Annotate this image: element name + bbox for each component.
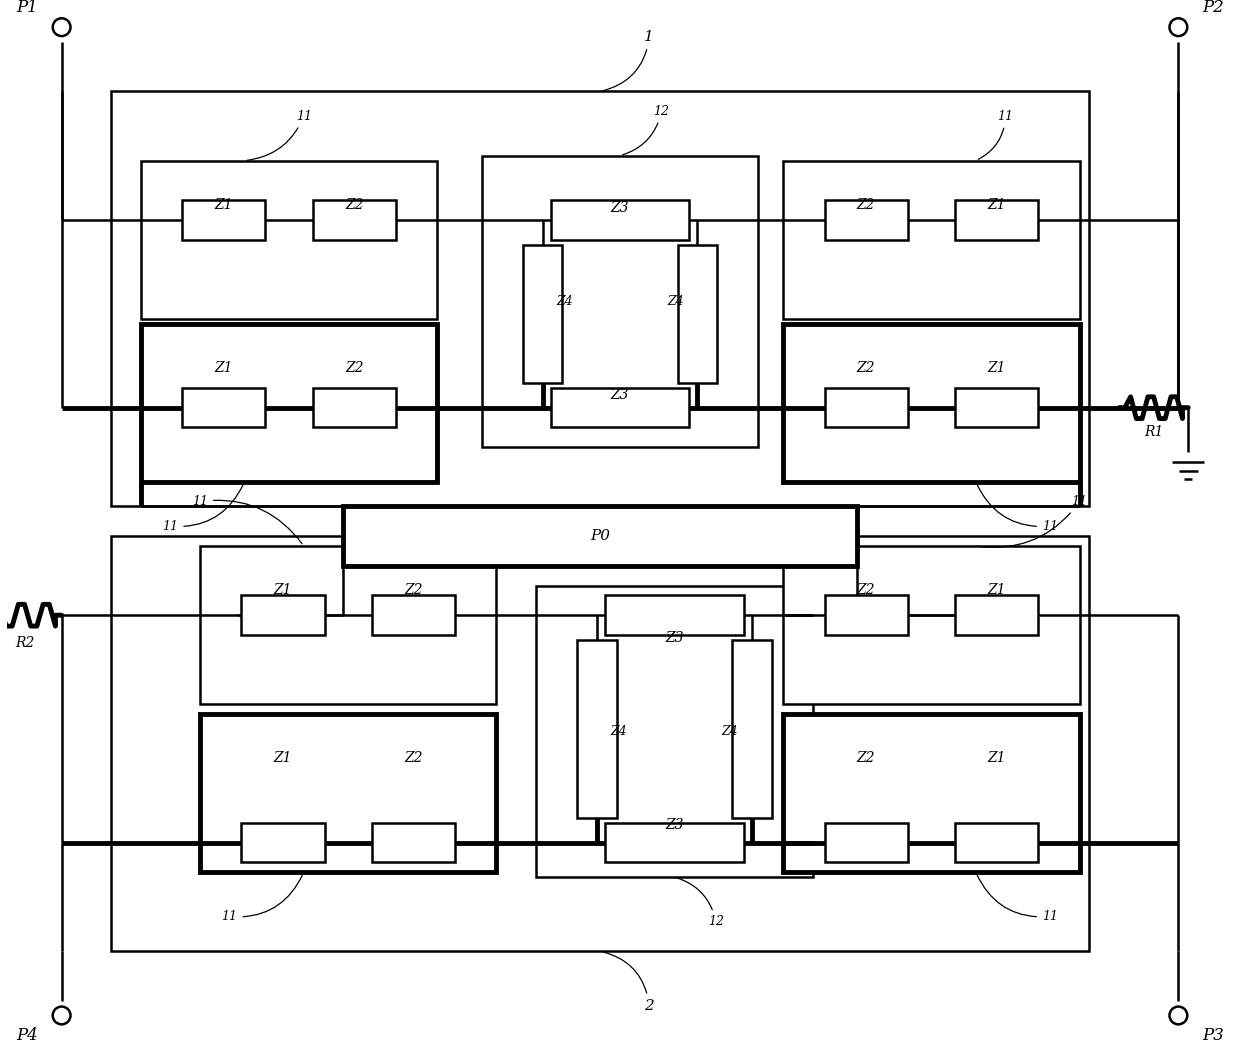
Bar <box>784 546 1080 704</box>
Text: 11: 11 <box>977 484 1058 533</box>
Text: Z2: Z2 <box>857 583 875 597</box>
Circle shape <box>1169 18 1187 36</box>
Bar <box>536 586 812 877</box>
Bar <box>732 640 771 818</box>
Text: 12: 12 <box>622 104 670 155</box>
Text: 11: 11 <box>162 484 243 533</box>
Text: Z1: Z1 <box>274 583 293 597</box>
Bar <box>112 92 1090 506</box>
Text: Z3: Z3 <box>611 202 629 215</box>
Bar <box>312 388 396 427</box>
Bar <box>825 823 908 862</box>
Text: Z2: Z2 <box>857 751 875 765</box>
Bar <box>784 160 1080 319</box>
Text: 12: 12 <box>677 878 724 928</box>
Text: 1: 1 <box>603 30 653 91</box>
Text: Z4: Z4 <box>557 295 573 308</box>
Bar <box>955 388 1038 427</box>
Bar <box>343 506 857 565</box>
Text: Z1: Z1 <box>987 198 1006 212</box>
Text: Z2: Z2 <box>404 583 423 597</box>
Text: 2: 2 <box>603 952 653 1013</box>
Text: Z1: Z1 <box>987 583 1006 597</box>
Bar <box>551 388 689 427</box>
Text: Z4: Z4 <box>610 725 627 737</box>
Bar <box>955 200 1038 239</box>
Bar <box>140 160 438 319</box>
Text: Z2: Z2 <box>857 361 875 375</box>
Text: R1: R1 <box>1145 425 1163 439</box>
Text: Z3: Z3 <box>665 631 683 645</box>
Bar <box>140 324 438 482</box>
Text: Z1: Z1 <box>215 361 233 375</box>
Bar <box>955 595 1038 635</box>
Text: Z2: Z2 <box>345 198 363 212</box>
Text: Z1: Z1 <box>215 198 233 212</box>
Text: Z1: Z1 <box>987 361 1006 375</box>
Bar <box>200 546 496 704</box>
Bar <box>312 200 396 239</box>
Text: Z2: Z2 <box>345 361 363 375</box>
Circle shape <box>53 18 71 36</box>
Text: P2: P2 <box>1202 0 1224 16</box>
Bar <box>200 714 496 872</box>
Circle shape <box>53 1006 71 1024</box>
Text: P4: P4 <box>16 1027 38 1043</box>
Text: Z2: Z2 <box>404 751 423 765</box>
Text: 11: 11 <box>978 495 1087 548</box>
Bar <box>605 595 744 635</box>
Bar <box>372 595 455 635</box>
Text: Z3: Z3 <box>611 388 629 402</box>
Bar <box>182 388 265 427</box>
Bar <box>577 640 616 818</box>
Bar <box>551 200 689 239</box>
Text: Z1: Z1 <box>274 751 293 765</box>
Text: Z4: Z4 <box>667 295 683 308</box>
Bar <box>481 156 759 447</box>
Bar <box>825 595 908 635</box>
Bar <box>678 245 717 383</box>
Circle shape <box>1169 1006 1187 1024</box>
Text: 11: 11 <box>247 110 311 160</box>
Text: Z2: Z2 <box>857 198 875 212</box>
Text: 11: 11 <box>977 875 1058 923</box>
Bar <box>112 536 1090 952</box>
Text: R2: R2 <box>15 636 35 650</box>
Text: P1: P1 <box>16 0 38 16</box>
Text: Z1: Z1 <box>987 751 1006 765</box>
Bar <box>784 714 1080 872</box>
Text: 11: 11 <box>222 875 303 923</box>
Bar <box>605 823 744 862</box>
Bar <box>955 823 1038 862</box>
Bar <box>182 200 265 239</box>
Bar <box>372 823 455 862</box>
Bar <box>825 388 908 427</box>
Bar <box>523 245 562 383</box>
Text: P3: P3 <box>1202 1027 1224 1043</box>
Bar <box>242 823 325 862</box>
Text: Z4: Z4 <box>722 725 738 737</box>
Bar <box>784 324 1080 482</box>
Bar <box>825 200 908 239</box>
Text: P0: P0 <box>590 530 610 543</box>
Text: 11: 11 <box>978 110 1013 159</box>
Text: 11: 11 <box>192 495 303 543</box>
Text: Z3: Z3 <box>665 818 683 831</box>
Bar <box>242 595 325 635</box>
